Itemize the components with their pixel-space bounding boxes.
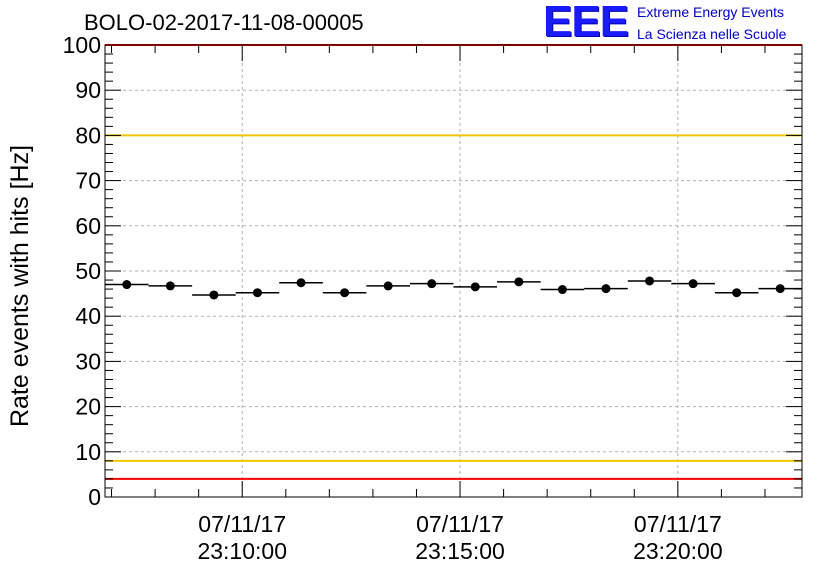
data-point [601,284,611,294]
y-tick-label: 60 [75,213,101,239]
data-point [775,284,785,294]
data-point [296,278,306,288]
eee-logo: EEE [543,0,629,46]
y-tick-label: 100 [63,32,101,58]
x-tick-date-label: 07/11/17 [416,511,504,537]
x-tick-time-label: 23:10:00 [197,538,287,564]
y-tick-label: 30 [75,348,101,374]
y-tick-label: 90 [75,77,101,103]
chart-title: BOLO-02-2017-11-08-00005 [84,10,364,35]
x-tick-date-label: 07/11/17 [634,511,722,537]
x-tick-time-label: 23:15:00 [415,538,505,564]
data-point [383,281,393,291]
y-tick-label: 20 [75,394,101,420]
y-tick-label: 10 [75,439,101,465]
y-tick-label: 40 [75,303,101,329]
data-point [470,282,480,292]
y-tick-label: 80 [75,122,101,148]
logo-caption-line2: La Scienza nelle Scuole [637,26,787,42]
data-point [645,276,655,286]
x-tick-time-label: 23:20:00 [633,538,723,564]
data-point [557,285,567,295]
y-tick-label: 0 [88,484,101,510]
y-tick-label: 70 [75,168,101,194]
data-point [165,281,175,291]
data-point [688,279,698,289]
data-point [732,288,742,298]
data-point [514,277,524,287]
data-point [122,280,132,290]
x-tick-date-label: 07/11/17 [198,511,286,537]
logo-caption-line1: Extreme Energy Events [637,4,785,20]
data-point [209,290,219,300]
data-point [252,288,262,298]
data-point [427,279,437,289]
y-tick-label: 50 [75,258,101,284]
data-point [340,288,350,298]
y-axis-label: Rate events with hits [Hz] [6,145,34,427]
